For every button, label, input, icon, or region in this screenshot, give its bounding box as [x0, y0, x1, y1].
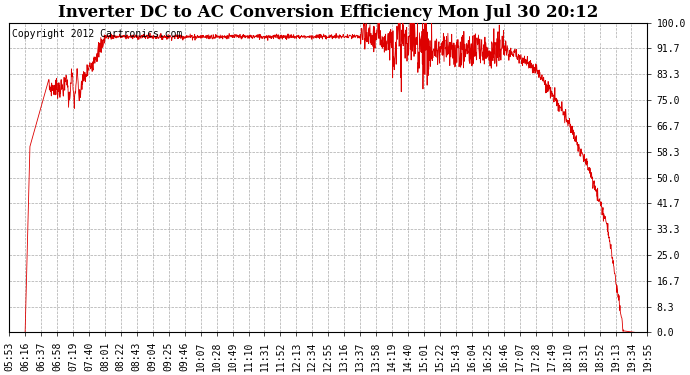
- Text: Copyright 2012 Cartronics.com: Copyright 2012 Cartronics.com: [12, 29, 183, 39]
- Title: Inverter DC to AC Conversion Efficiency Mon Jul 30 20:12: Inverter DC to AC Conversion Efficiency …: [58, 4, 598, 21]
